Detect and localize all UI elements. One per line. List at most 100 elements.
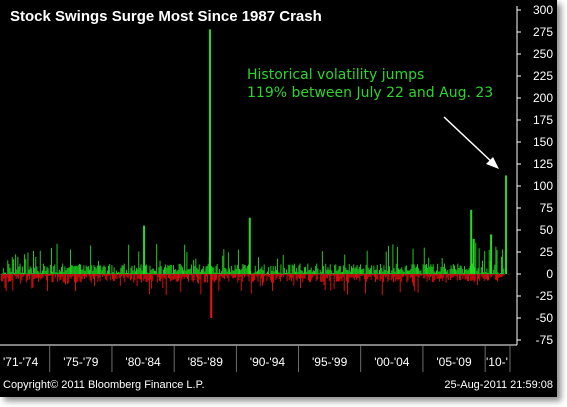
bar	[413, 264, 415, 274]
bar	[316, 274, 318, 280]
bar	[67, 274, 69, 284]
bar	[479, 274, 481, 281]
bar	[486, 268, 488, 274]
bar	[467, 270, 469, 274]
bar	[165, 274, 167, 295]
bar	[253, 272, 255, 274]
bar	[108, 274, 110, 276]
bar	[294, 274, 296, 275]
bar	[441, 258, 443, 274]
bar	[166, 274, 168, 276]
bar	[71, 265, 73, 274]
bar	[114, 274, 116, 281]
bar	[323, 274, 325, 286]
bar	[136, 268, 137, 274]
bar	[385, 251, 387, 274]
bar	[166, 267, 168, 274]
bar	[173, 274, 175, 280]
bar	[471, 263, 473, 274]
bar	[161, 273, 163, 275]
bar	[347, 270, 349, 274]
bar	[197, 274, 198, 283]
bar	[383, 265, 385, 274]
bar	[29, 274, 31, 280]
bar	[271, 270, 273, 274]
bar	[273, 271, 275, 274]
bar	[476, 274, 478, 286]
bar	[382, 274, 384, 282]
bar	[451, 274, 453, 278]
bar	[309, 269, 311, 274]
bar	[368, 269, 370, 274]
bar	[106, 274, 108, 281]
bar	[328, 274, 329, 276]
bar	[163, 274, 165, 278]
bar	[171, 274, 173, 281]
bar	[184, 274, 186, 277]
bar	[440, 267, 442, 274]
bar	[11, 257, 13, 274]
bar	[421, 273, 423, 275]
bar	[2, 274, 4, 282]
bar	[19, 274, 20, 275]
bar	[305, 274, 307, 276]
bar	[388, 274, 390, 280]
bar	[141, 274, 143, 283]
bar	[167, 274, 169, 278]
bar	[129, 274, 131, 281]
bar	[297, 274, 299, 278]
bar	[390, 274, 392, 281]
bar	[302, 274, 304, 283]
x-tick-label: '71-'74	[3, 355, 39, 369]
bar	[254, 265, 256, 274]
bar	[375, 269, 377, 274]
bar	[136, 274, 138, 287]
bar	[367, 267, 369, 274]
bar	[248, 264, 249, 274]
bar	[224, 267, 226, 274]
bar	[282, 254, 284, 274]
bar	[232, 274, 234, 279]
bar	[245, 274, 247, 276]
bar	[217, 274, 219, 275]
bar	[26, 273, 28, 275]
bar	[431, 274, 432, 276]
bar	[99, 274, 101, 282]
bar	[340, 272, 342, 274]
bar	[379, 270, 380, 274]
bar	[462, 274, 464, 279]
bar	[347, 274, 349, 295]
bar	[293, 274, 295, 286]
bar	[278, 274, 280, 280]
bar	[251, 273, 253, 275]
bar	[312, 270, 314, 274]
bar	[344, 254, 346, 274]
bar	[428, 274, 430, 281]
bar	[303, 274, 305, 279]
bar	[157, 274, 159, 278]
bar	[289, 264, 291, 274]
bar	[140, 274, 141, 280]
bar	[352, 274, 354, 279]
bar	[71, 274, 73, 277]
bar	[331, 274, 333, 276]
bar	[376, 264, 378, 274]
bar	[307, 274, 309, 281]
bar	[436, 270, 438, 274]
bar	[335, 274, 337, 282]
bar	[222, 255, 224, 274]
bar	[475, 274, 477, 275]
bar	[48, 274, 50, 277]
bar	[343, 274, 345, 292]
bar	[169, 264, 171, 274]
bar	[175, 269, 177, 274]
bar	[298, 274, 300, 279]
bar	[250, 274, 252, 294]
bar	[280, 264, 282, 274]
bar	[354, 274, 356, 278]
bar	[51, 247, 52, 274]
bar	[48, 273, 50, 275]
bar	[149, 265, 151, 274]
bar	[207, 263, 209, 274]
bar	[145, 274, 147, 282]
